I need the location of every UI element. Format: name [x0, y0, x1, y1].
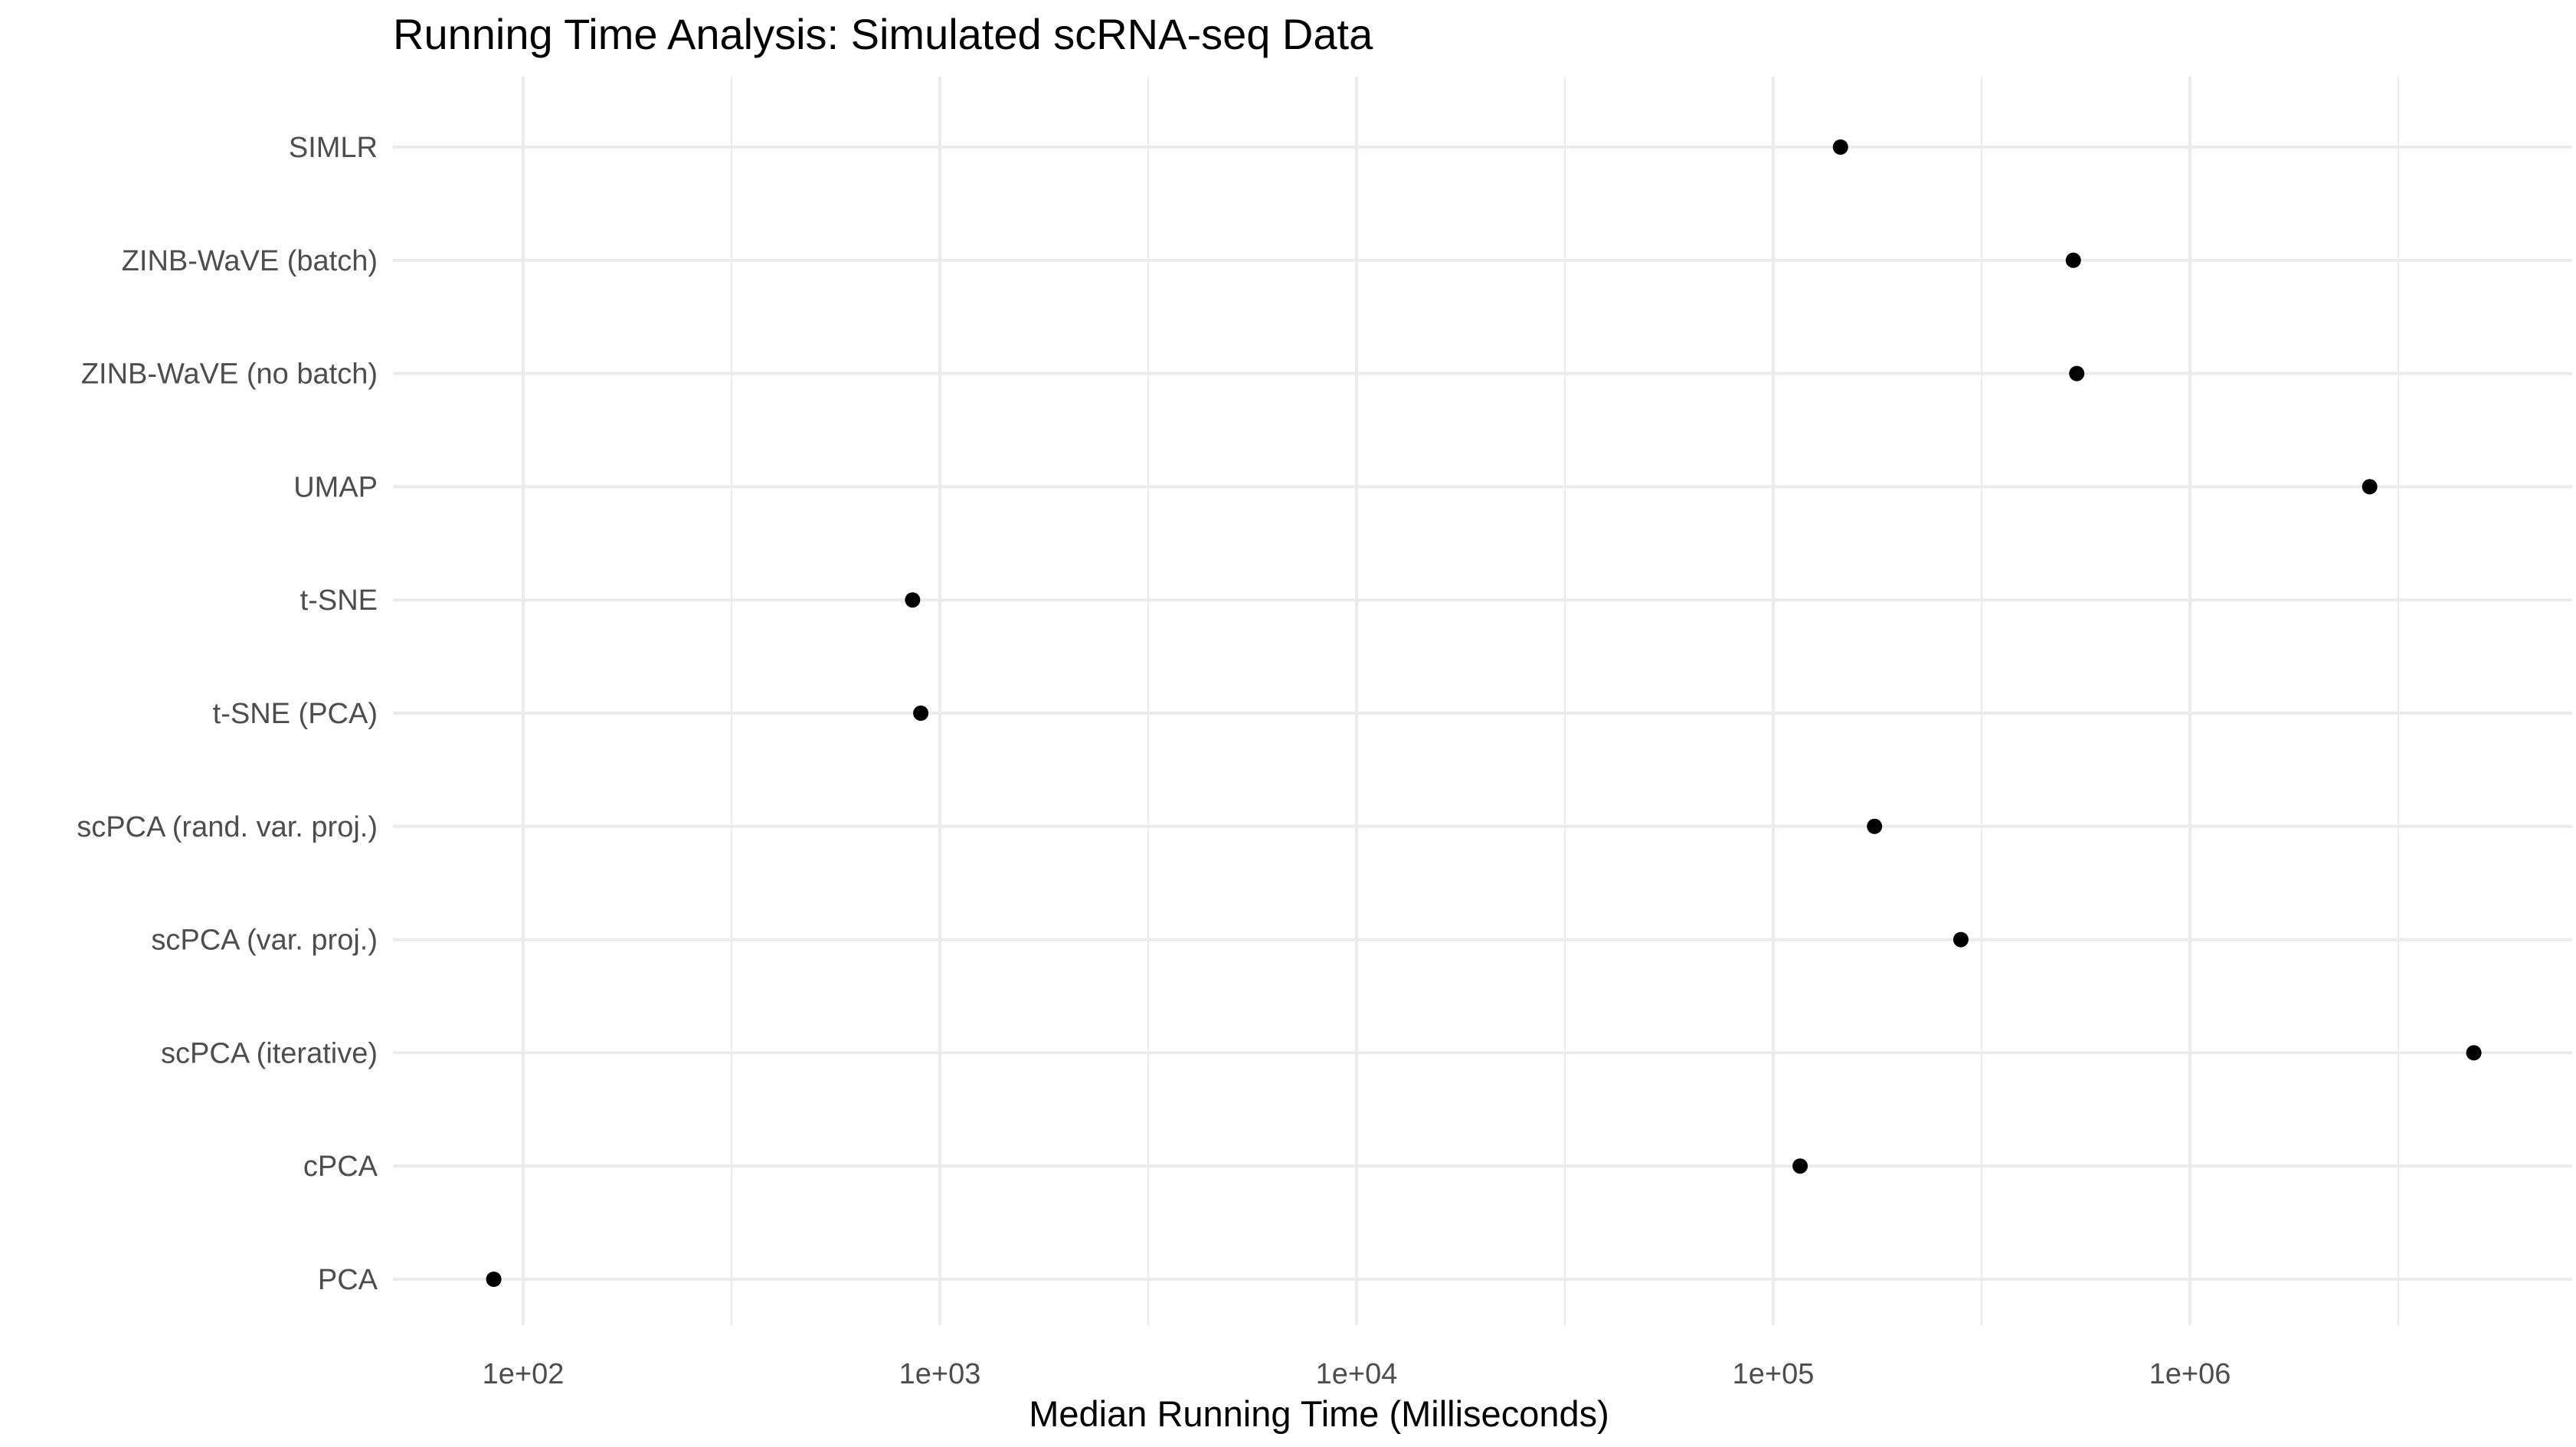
y-tick-label: cPCA: [303, 1151, 378, 1183]
data-points: [486, 139, 2482, 1287]
x-tick-label: 1e+05: [1733, 1358, 1815, 1390]
y-tick-label: ZINB-WaVE (batch): [122, 245, 378, 277]
data-point: [1867, 818, 1883, 834]
x-tick-label: 1e+03: [899, 1358, 981, 1390]
y-tick-label: ZINB-WaVE (no batch): [81, 358, 378, 391]
y-tick-label: scPCA (var. proj.): [151, 925, 378, 957]
y-tick-label: t-SNE: [300, 584, 378, 617]
y-axis-labels: SIMLR ZINB-WaVE (batch) ZINB-WaVE (no batc…: [77, 132, 378, 1296]
chart-title: Running Time Analysis: Simulated scRNA-s…: [393, 10, 1373, 58]
x-tick-label: 1e+02: [483, 1358, 565, 1390]
plot-grid: [393, 77, 2572, 1325]
data-point: [1832, 139, 1848, 155]
data-point: [1952, 931, 1969, 948]
x-axis-title: Median Running Time (Milliseconds): [1029, 1393, 1609, 1434]
data-point: [905, 592, 921, 608]
data-point: [2362, 479, 2378, 495]
data-point: [1792, 1158, 1808, 1174]
y-tick-label: PCA: [318, 1264, 378, 1296]
x-tick-label: 1e+04: [1316, 1358, 1398, 1390]
x-tick-label: 1e+06: [2149, 1358, 2231, 1390]
y-tick-label: t-SNE (PCA): [213, 698, 378, 730]
y-tick-label: scPCA (iterative): [161, 1037, 378, 1069]
data-point: [913, 705, 929, 721]
data-point: [2466, 1045, 2482, 1061]
y-tick-label: SIMLR: [289, 132, 378, 164]
data-point: [486, 1272, 502, 1287]
data-point: [2065, 252, 2081, 268]
y-tick-label: scPCA (rand. var. proj.): [77, 811, 378, 843]
y-tick-label: UMAP: [293, 471, 378, 503]
x-axis-labels: 1e+02 1e+03 1e+04 1e+05 1e+06: [483, 1358, 2231, 1390]
data-point: [2069, 365, 2085, 381]
